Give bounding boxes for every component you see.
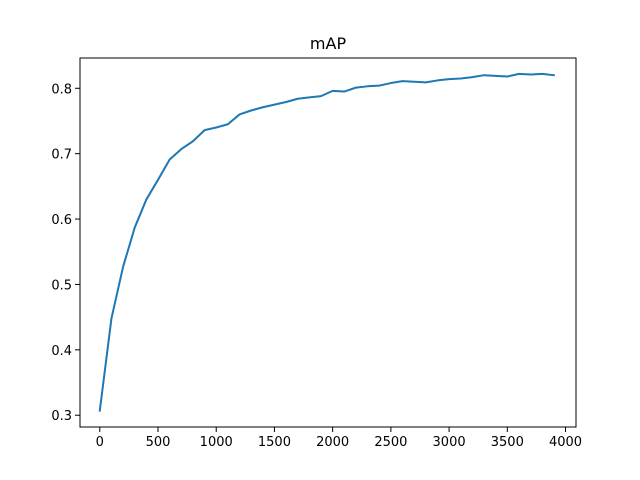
x-tick-label: 3000 — [433, 435, 466, 450]
y-tick-label: 0.4 — [51, 344, 72, 359]
x-tick-label: 500 — [146, 435, 171, 450]
x-tick-label: 2500 — [374, 435, 407, 450]
chart-title: mAP — [310, 34, 347, 53]
x-tick-label: 3500 — [491, 435, 524, 450]
plot-area: 0 500 1000 1500 2000 2500 3000 3500 4000 0.3 0.4 0.… — [51, 57, 582, 450]
series-line-0 — [98, 72, 555, 412]
axes-background — [80, 58, 576, 427]
y-tick-label: 0.3 — [51, 409, 72, 424]
x-tick-label: 0 — [96, 435, 104, 450]
y-tick-label: 0.6 — [51, 213, 72, 228]
x-tick-label: 1500 — [258, 435, 291, 450]
y-tick-label: 0.5 — [51, 278, 72, 293]
axes-frame — [79, 57, 577, 428]
x-tick-label: 4000 — [549, 435, 582, 450]
y-tick-label: 0.7 — [51, 148, 72, 163]
x-tick-label: 1000 — [200, 435, 233, 450]
x-tick-label: 2000 — [316, 435, 349, 450]
y-tick-label: 0.8 — [51, 82, 72, 97]
